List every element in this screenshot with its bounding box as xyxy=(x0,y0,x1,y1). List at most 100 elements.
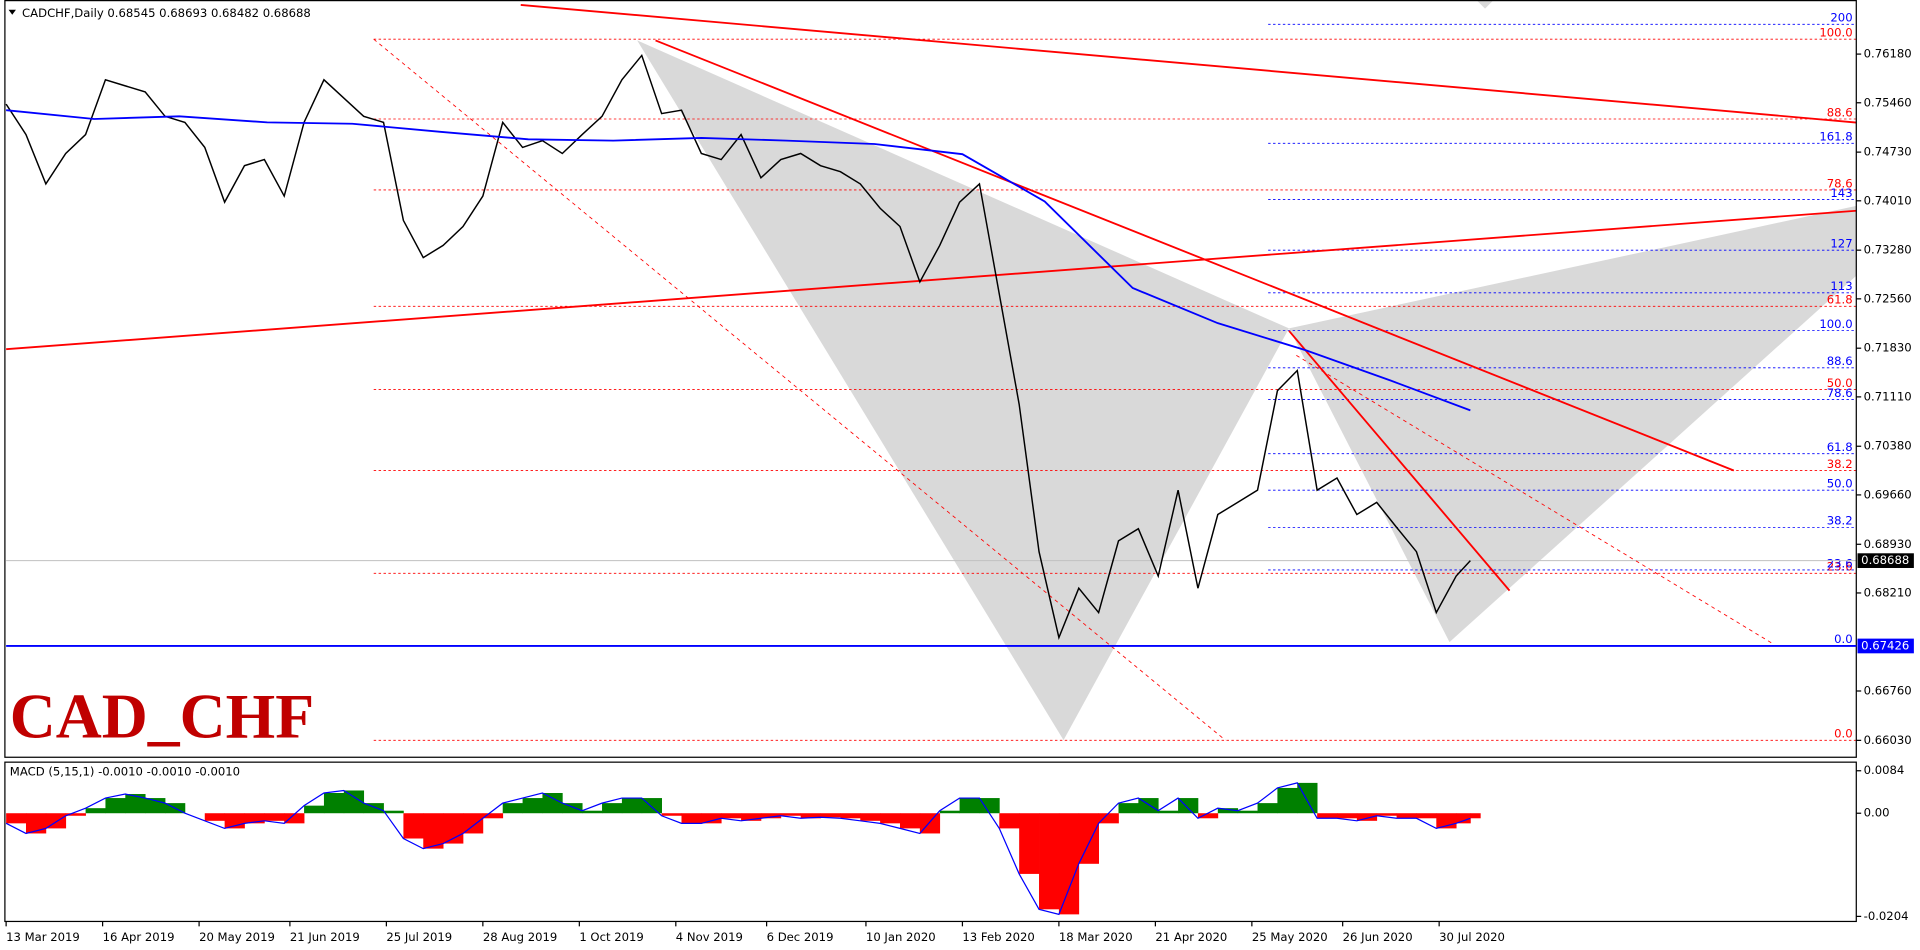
macd-bar xyxy=(1178,798,1199,814)
macd-bar xyxy=(602,803,623,814)
macd-bar xyxy=(105,798,126,814)
macd-bar xyxy=(542,793,563,814)
x-tick-label: 4 Nov 2019 xyxy=(676,930,743,944)
pattern xyxy=(637,0,1857,741)
macd-bar xyxy=(721,813,742,819)
x-tick-label: 25 May 2020 xyxy=(1252,930,1328,944)
macd-bar xyxy=(1356,813,1378,821)
macd-bar xyxy=(999,813,1020,829)
macd-bar xyxy=(1118,803,1139,814)
macd-bar xyxy=(1197,813,1219,819)
fib-label: 200 xyxy=(1830,11,1852,25)
fib-label: 78.6 xyxy=(1827,386,1853,400)
trendline xyxy=(1288,330,1511,592)
macd-tick-label: -0.0204 xyxy=(1864,909,1909,923)
y-tick-label: 0.71110 xyxy=(1864,389,1912,403)
macd-bar xyxy=(1019,813,1040,874)
macd-panel-border xyxy=(4,761,1857,923)
macd-bar xyxy=(522,798,543,814)
price-box xyxy=(1857,553,1914,568)
macd-bar xyxy=(343,790,365,814)
macd-bar xyxy=(979,798,1000,814)
pattern-top xyxy=(1476,0,1494,9)
macd-bar xyxy=(1416,813,1437,819)
x-tick-label: 16 Apr 2019 xyxy=(103,930,175,944)
x-tick-label: 30 Jul 2020 xyxy=(1439,930,1505,944)
macd-line xyxy=(5,782,1471,916)
macd-bar xyxy=(25,813,47,834)
macd-bar xyxy=(1336,813,1358,819)
y-tick-label: 0.74010 xyxy=(1864,193,1912,207)
macd-bar xyxy=(423,813,444,849)
macd-bar xyxy=(899,813,921,829)
pattern-xab xyxy=(637,40,1289,741)
fib-label: 50.0 xyxy=(1827,376,1853,390)
macd-bar xyxy=(1058,813,1080,915)
fib-label: 0.0 xyxy=(1834,727,1852,741)
macd-bar xyxy=(1098,813,1119,824)
fib-label: 100.0 xyxy=(1819,317,1852,331)
main-panel-border xyxy=(4,0,1857,758)
macd-bar xyxy=(800,813,821,819)
support-box-label: 0.67426 xyxy=(1861,638,1909,652)
dashed-line xyxy=(373,38,1226,741)
macd-bar xyxy=(363,803,384,814)
price-line-series xyxy=(5,53,1471,641)
x-tick-label: 18 Mar 2020 xyxy=(1059,930,1133,944)
trendline xyxy=(655,39,1735,472)
x-tick-label: 10 Jan 2020 xyxy=(866,930,936,944)
y-tick-label: 0.68210 xyxy=(1864,585,1912,599)
fib-label: 38.2 xyxy=(1827,457,1853,471)
fib-label: 161.8 xyxy=(1819,130,1852,144)
y-tick-label: 0.76180 xyxy=(1864,47,1912,61)
macd-bar xyxy=(562,803,583,814)
y-tick-label: 0.68930 xyxy=(1864,537,1912,551)
macd-bar xyxy=(661,813,682,816)
fib-label: 88.6 xyxy=(1827,354,1853,368)
macd-bar xyxy=(65,813,86,816)
macd-bar xyxy=(701,813,722,824)
macd-bar xyxy=(1217,808,1239,814)
chart-title: CADCHF,Daily 0.68545 0.68693 0.68482 0.6… xyxy=(22,6,311,20)
macd-bar xyxy=(304,805,325,814)
macd-bar xyxy=(780,813,802,816)
macd-bar xyxy=(1237,810,1258,814)
y-tick-label: 0.69660 xyxy=(1864,487,1912,501)
macd-bar xyxy=(1297,782,1318,814)
dashed-line xyxy=(1296,354,1775,645)
x-tick-label: 21 Jun 2019 xyxy=(290,930,360,944)
macd-bar xyxy=(1470,813,1481,819)
support-box xyxy=(1857,638,1914,654)
macd-bar xyxy=(582,810,603,814)
macd-bar xyxy=(403,813,424,839)
macd-bar xyxy=(264,813,285,821)
macd-bar xyxy=(482,813,504,819)
macd-bar xyxy=(383,810,404,814)
x-tick-label: 13 Feb 2020 xyxy=(962,930,1034,944)
macd-bar xyxy=(1158,810,1179,814)
fib-label: 61.8 xyxy=(1827,293,1853,307)
macd-bar xyxy=(323,793,345,814)
fib-label: 23.6 xyxy=(1827,556,1853,570)
macd-bar xyxy=(85,808,106,814)
fib-label: 143 xyxy=(1830,186,1852,200)
macd-bar xyxy=(6,813,27,824)
macd-bar xyxy=(284,813,305,824)
y-tick-label: 0.66760 xyxy=(1864,683,1912,697)
watermark: CAD_CHF xyxy=(10,681,314,752)
macd-bar xyxy=(741,813,762,821)
x-tick-label: 1 Oct 2019 xyxy=(579,930,643,944)
price-box-label: 0.68688 xyxy=(1861,553,1909,567)
x-tick-label: 6 Dec 2019 xyxy=(767,930,834,944)
macd-bar xyxy=(1317,813,1338,819)
macd-bar xyxy=(621,798,643,814)
macd-title: MACD (5,15,1) -0.0010 -0.0010 -0.0010 xyxy=(10,764,240,778)
macd-bar xyxy=(1078,813,1099,864)
fib-label: 0.0 xyxy=(1834,632,1852,646)
trendlines xyxy=(6,3,1857,741)
macd-bar xyxy=(820,813,841,818)
macd-bar xyxy=(860,813,881,821)
fib-label: 50.0 xyxy=(1827,477,1853,491)
